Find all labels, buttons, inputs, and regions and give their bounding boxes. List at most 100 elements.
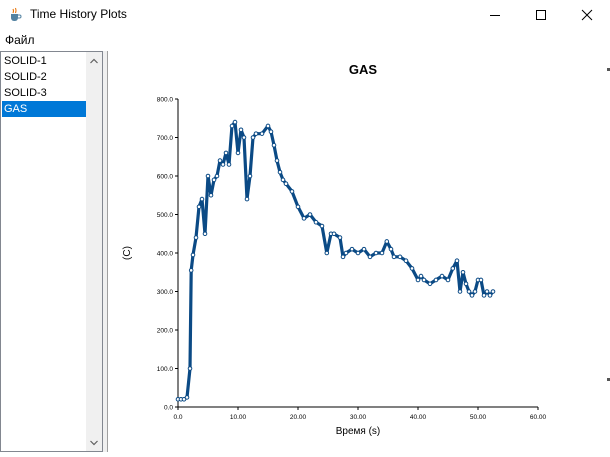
data-point xyxy=(289,189,295,194)
y-tick-label: 700.0 xyxy=(157,135,174,142)
gas-chart: GAS 0.0 10.00 20.00 30.00 40.00 50.00 60.00 0.0 1… xyxy=(122,62,547,437)
y-tick-label: 600.0 xyxy=(157,174,174,181)
close-button[interactable] xyxy=(564,0,610,30)
data-point xyxy=(472,289,478,294)
data-point xyxy=(324,250,330,256)
data-point xyxy=(313,219,319,225)
data-point xyxy=(229,123,235,129)
y-tick-label: 800.0 xyxy=(157,97,174,104)
data-point xyxy=(384,239,390,244)
data-point xyxy=(466,289,472,294)
data-point xyxy=(397,254,403,260)
list-scrollbar[interactable] xyxy=(86,52,102,451)
data-point xyxy=(244,196,250,202)
y-tick-label: 0.0 xyxy=(164,405,173,412)
data-point xyxy=(427,281,433,287)
data-point xyxy=(409,266,415,271)
scroll-down-button[interactable] xyxy=(86,435,102,451)
maximize-icon xyxy=(536,10,546,20)
chart-title: GAS xyxy=(349,62,378,77)
x-tick-label: 0.0 xyxy=(173,414,182,421)
x-tick-label: 40.00 xyxy=(410,414,427,421)
data-point xyxy=(250,135,256,140)
data-point xyxy=(280,177,286,183)
data-point xyxy=(199,196,205,202)
maximize-button[interactable] xyxy=(518,0,564,30)
data-point xyxy=(490,289,496,294)
data-point xyxy=(481,293,487,298)
list-item-solid-1[interactable]: SOLID-1 xyxy=(4,55,47,67)
data-point xyxy=(190,252,196,258)
resize-marker xyxy=(607,378,610,381)
data-point xyxy=(484,289,490,294)
list-item-solid-3[interactable]: SOLID-3 xyxy=(4,87,47,99)
x-tick-label: 50.00 xyxy=(470,414,487,421)
data-point xyxy=(337,235,343,240)
data-point xyxy=(211,177,217,183)
chart-panel: GAS 0.0 10.00 20.00 30.00 40.00 50.00 60.00 0.0 1… xyxy=(107,51,608,452)
data-point xyxy=(355,250,361,256)
data-point xyxy=(388,246,394,252)
x-tick-label: 60.00 xyxy=(530,414,547,421)
minimize-icon xyxy=(490,15,500,16)
data-point xyxy=(469,293,475,298)
data-point xyxy=(274,158,280,163)
data-point xyxy=(220,162,226,167)
data-point xyxy=(271,142,277,148)
data-point xyxy=(188,268,194,273)
data-point xyxy=(460,269,466,275)
title-bar: Time History Plots xyxy=(0,0,610,30)
data-point xyxy=(331,231,337,237)
data-point xyxy=(184,395,190,400)
data-point xyxy=(463,281,469,287)
data-point xyxy=(415,277,421,283)
data-point xyxy=(421,277,427,283)
data-point xyxy=(223,150,229,156)
resize-marker xyxy=(607,68,610,71)
y-tick-label: 200.0 xyxy=(157,328,174,335)
data-point xyxy=(268,129,274,135)
list-item-gas[interactable]: GAS xyxy=(2,101,86,117)
menu-file[interactable]: Файл xyxy=(5,33,35,47)
data-point xyxy=(259,131,265,136)
data-point xyxy=(241,135,247,140)
data-point xyxy=(439,273,445,279)
data-point xyxy=(253,131,259,136)
data-point xyxy=(235,150,241,156)
data-point xyxy=(445,277,451,283)
y-tick-label: 500.0 xyxy=(157,212,174,219)
data-point xyxy=(265,123,271,129)
data-point xyxy=(340,254,346,260)
data-point xyxy=(418,273,424,279)
data-point xyxy=(301,216,307,221)
data-point xyxy=(277,169,283,175)
data-point xyxy=(187,366,193,371)
x-tick-label: 10.00 xyxy=(230,414,247,421)
y-axis-label: (C) xyxy=(122,246,133,260)
scroll-up-button[interactable] xyxy=(86,53,102,69)
data-point xyxy=(208,192,214,198)
series-line xyxy=(176,120,495,401)
data-point xyxy=(202,231,208,237)
data-point xyxy=(478,277,484,283)
list-item-solid-2[interactable]: SOLID-2 xyxy=(4,71,47,83)
data-point xyxy=(238,127,244,133)
menu-bar: Файл xyxy=(0,30,610,50)
y-tick-label: 400.0 xyxy=(157,251,174,258)
data-point xyxy=(450,266,456,271)
x-axis-label: Время (s) xyxy=(336,426,381,437)
window-title: Time History Plots xyxy=(30,7,127,21)
y-tick-label: 300.0 xyxy=(157,289,174,296)
data-point xyxy=(373,250,379,256)
panel-splitter[interactable] xyxy=(103,51,107,452)
data-point xyxy=(196,204,202,210)
data-point xyxy=(379,250,385,256)
chevron-down-icon xyxy=(90,440,98,446)
x-tick-label: 20.00 xyxy=(290,414,307,421)
data-point xyxy=(226,162,232,167)
chevron-up-icon xyxy=(90,58,98,64)
minimize-button[interactable] xyxy=(472,0,518,30)
data-point xyxy=(307,212,313,217)
data-point xyxy=(457,289,463,294)
y-tick-label: 100.0 xyxy=(157,366,174,373)
